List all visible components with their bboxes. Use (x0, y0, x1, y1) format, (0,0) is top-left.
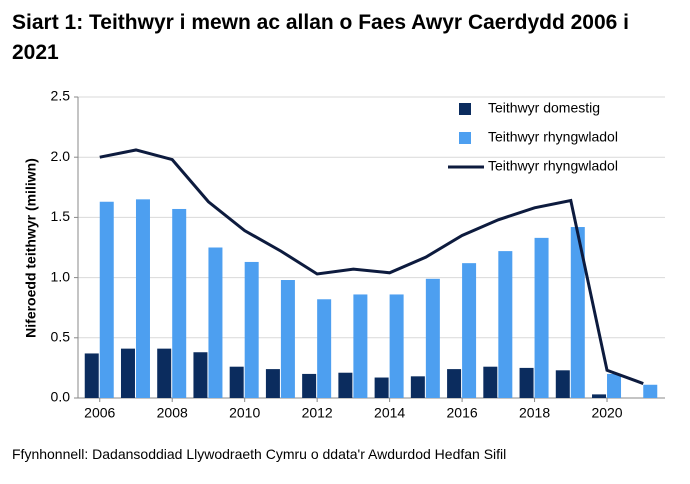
chart-title: Siart 1: Teithwyr i mewn ac allan o Faes… (12, 11, 630, 64)
bar (229, 366, 244, 398)
bar (389, 294, 404, 398)
line (99, 148, 644, 385)
bar (157, 348, 172, 398)
bar (410, 376, 425, 398)
bar (374, 377, 389, 398)
legend-swatch (459, 132, 471, 144)
x-tick-label: 2016 (447, 405, 478, 421)
bar (555, 370, 570, 398)
bar (265, 369, 280, 398)
y-tick-label: 0.0 (51, 389, 71, 405)
bar (498, 251, 513, 398)
y-tick-label: 0.5 (51, 329, 71, 345)
bar (99, 201, 114, 398)
bar (280, 280, 295, 398)
bar (643, 384, 658, 398)
x-tick-label: 2006 (84, 405, 115, 421)
x-tick-label: 2014 (374, 405, 405, 421)
x-tick-label: 2008 (157, 405, 188, 421)
y-tick-label: 2.0 (51, 148, 71, 164)
y-tick-label: 2.5 (51, 88, 71, 104)
x-tick-label: 2020 (591, 405, 622, 421)
y-axis-label: Niferoedd teithwyr (miliwn) (23, 158, 39, 338)
bar (483, 366, 498, 398)
bar (607, 373, 622, 398)
legend-label: Teithwyr domestig (488, 100, 600, 116)
bar (462, 263, 477, 398)
y-tick-label: 1.5 (51, 208, 71, 224)
legend-swatch (459, 103, 471, 115)
bar (120, 348, 135, 398)
bar (172, 208, 187, 398)
bar (425, 278, 440, 398)
bar (244, 261, 259, 398)
x-tick-label: 2018 (519, 405, 550, 421)
bar (135, 199, 150, 398)
source-note: Ffynhonnell: Dadansoddiad Llywodraeth Cy… (12, 446, 507, 462)
chart: Niferoedd teithwyr (miliwn) 0.0 0.5 1.0 1.5… (23, 88, 665, 421)
x-tick-label: 2010 (229, 405, 260, 421)
bar (447, 369, 462, 398)
bar (519, 367, 534, 398)
legend-label: Teithwyr rhyngwladol (488, 158, 618, 174)
bar (84, 353, 99, 398)
bar (317, 299, 332, 398)
x-tick-label: 2012 (302, 405, 333, 421)
bar (302, 373, 317, 398)
y-tick-label: 1.0 (51, 268, 71, 284)
bar (592, 394, 607, 398)
legend-label: Teithwyr rhyngwladol (488, 129, 618, 145)
bar (208, 247, 223, 398)
bar (534, 237, 549, 398)
bar (193, 352, 208, 398)
bar (338, 372, 353, 398)
bar (353, 294, 368, 398)
bar (570, 227, 585, 398)
